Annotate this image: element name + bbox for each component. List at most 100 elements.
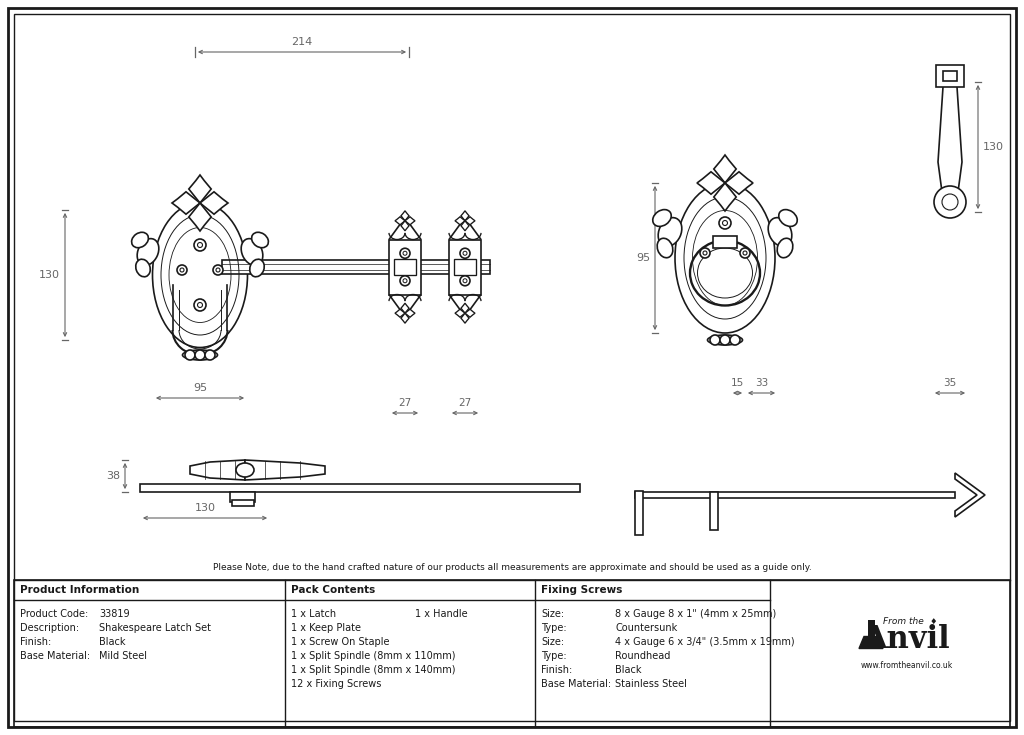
Text: 130: 130 — [39, 270, 60, 280]
Text: 33: 33 — [755, 378, 768, 388]
Text: 35: 35 — [943, 378, 956, 388]
Text: Fixing Screws: Fixing Screws — [541, 585, 623, 595]
Text: From the: From the — [883, 617, 924, 626]
Text: 1 x Keep Plate: 1 x Keep Plate — [291, 623, 361, 633]
Polygon shape — [406, 309, 415, 318]
Text: Black: Black — [615, 665, 641, 675]
Ellipse shape — [252, 232, 268, 248]
Bar — [868, 620, 874, 637]
Polygon shape — [461, 313, 469, 323]
Text: 130: 130 — [195, 503, 215, 513]
Polygon shape — [461, 211, 469, 220]
Circle shape — [460, 276, 470, 286]
Polygon shape — [697, 172, 725, 194]
Ellipse shape — [137, 239, 159, 265]
Text: Size:: Size: — [541, 637, 564, 647]
Polygon shape — [455, 217, 465, 225]
Text: 8 x Gauge 8 x 1" (4mm x 25mm): 8 x Gauge 8 x 1" (4mm x 25mm) — [615, 609, 776, 619]
Text: 12 x Fixing Screws: 12 x Fixing Screws — [291, 679, 381, 689]
Bar — [710, 492, 718, 530]
Text: Finish:: Finish: — [20, 637, 51, 647]
Text: Mild Steel: Mild Steel — [99, 651, 147, 661]
Text: ♦: ♦ — [929, 617, 937, 626]
Text: Description:: Description: — [20, 623, 79, 633]
Text: www.fromtheanvil.co.uk: www.fromtheanvil.co.uk — [861, 661, 953, 670]
Polygon shape — [465, 309, 475, 318]
Polygon shape — [714, 183, 736, 211]
Text: 1 x Handle: 1 x Handle — [415, 609, 468, 619]
Polygon shape — [401, 211, 409, 220]
Text: 95: 95 — [636, 253, 650, 263]
Circle shape — [463, 251, 467, 255]
Bar — [943, 71, 957, 81]
Text: 95: 95 — [193, 383, 207, 393]
Bar — [635, 491, 643, 535]
Polygon shape — [395, 309, 406, 318]
Circle shape — [213, 265, 223, 275]
Polygon shape — [401, 304, 409, 313]
Ellipse shape — [675, 183, 775, 333]
Text: Product Information: Product Information — [20, 585, 139, 595]
Text: 15: 15 — [731, 378, 744, 388]
Circle shape — [463, 279, 467, 283]
Polygon shape — [714, 155, 736, 183]
Circle shape — [403, 251, 407, 255]
Text: Roundhead: Roundhead — [615, 651, 671, 661]
Bar — [14, 580, 1010, 727]
Polygon shape — [190, 460, 245, 480]
Text: 130: 130 — [983, 142, 1004, 152]
Circle shape — [400, 276, 410, 286]
Text: 33819: 33819 — [99, 609, 130, 619]
Circle shape — [185, 350, 195, 360]
Circle shape — [403, 279, 407, 283]
Polygon shape — [401, 313, 409, 323]
Polygon shape — [859, 637, 883, 648]
Polygon shape — [465, 217, 475, 225]
Text: Product Code:: Product Code: — [20, 609, 88, 619]
Text: 38: 38 — [105, 471, 120, 481]
Text: Type:: Type: — [541, 623, 566, 633]
Circle shape — [942, 194, 958, 210]
Ellipse shape — [132, 232, 148, 248]
Text: Size:: Size: — [541, 609, 564, 619]
Polygon shape — [455, 309, 465, 318]
Circle shape — [710, 335, 720, 345]
Polygon shape — [245, 460, 325, 480]
Ellipse shape — [242, 239, 263, 265]
Polygon shape — [395, 217, 406, 225]
Text: Please Note, due to the hand crafted nature of our products all measurements are: Please Note, due to the hand crafted nat… — [213, 563, 811, 572]
Text: Shakespeare Latch Set: Shakespeare Latch Set — [99, 623, 211, 633]
Text: Finish:: Finish: — [541, 665, 572, 675]
Circle shape — [194, 299, 206, 311]
Circle shape — [720, 335, 730, 345]
Circle shape — [460, 248, 470, 258]
Circle shape — [195, 350, 205, 360]
Text: Base Material:: Base Material: — [541, 679, 611, 689]
Ellipse shape — [777, 238, 793, 258]
Ellipse shape — [136, 259, 151, 277]
Polygon shape — [401, 220, 409, 231]
Text: 4 x Gauge 6 x 3/4" (3.5mm x 19mm): 4 x Gauge 6 x 3/4" (3.5mm x 19mm) — [615, 637, 795, 647]
Circle shape — [198, 243, 203, 248]
Bar — [389, 240, 421, 295]
Circle shape — [723, 220, 727, 226]
Bar — [140, 484, 580, 492]
Polygon shape — [406, 217, 415, 225]
Polygon shape — [955, 473, 985, 517]
Bar — [222, 260, 490, 274]
Circle shape — [194, 239, 206, 251]
Polygon shape — [461, 304, 469, 313]
Text: 214: 214 — [292, 37, 312, 47]
Circle shape — [180, 268, 184, 272]
Circle shape — [216, 268, 220, 272]
Ellipse shape — [236, 463, 254, 477]
Text: Anvil: Anvil — [863, 624, 950, 655]
Text: Pack Contents: Pack Contents — [291, 585, 375, 595]
Polygon shape — [461, 220, 469, 231]
Polygon shape — [188, 175, 211, 203]
Circle shape — [934, 186, 966, 218]
Ellipse shape — [153, 203, 248, 348]
Ellipse shape — [658, 218, 682, 246]
Circle shape — [198, 303, 203, 307]
Text: Stainless Steel: Stainless Steel — [615, 679, 687, 689]
